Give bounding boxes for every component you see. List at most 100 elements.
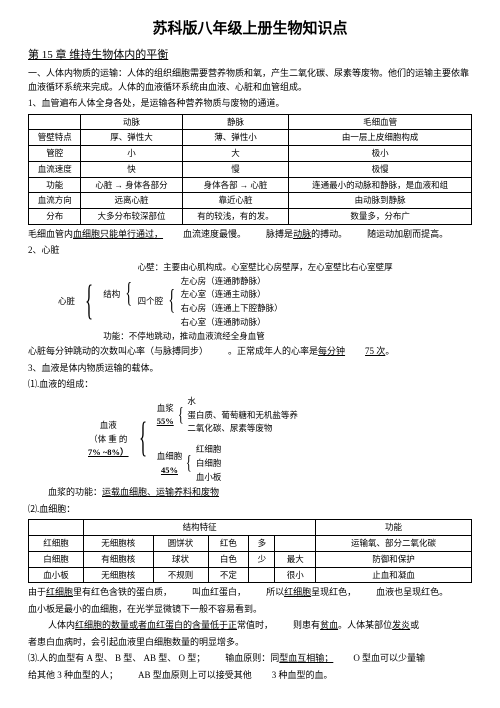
chapter-heading: 第 15 章 维持生物体内的平衡 [28,47,472,64]
cell: 远离心脏 [81,193,182,209]
cell: 由动脉到静脉 [289,193,472,209]
cell: 大多分布较深部位 [81,209,182,225]
blood-label: 血液 [100,419,117,432]
chamber: 左心房（连通肺静脉） [181,275,283,288]
vessel-table: 动脉 静脉 毛细血管 管壁特点 厚、弹性大 薄、弹性小 由一层上皮细胞构成 管腔… [28,114,472,225]
cell: 球状 [153,551,208,567]
plasma-pct: 55% [157,415,174,428]
capillary-note: 毛细血管内血细胞只能单行通过，血流速度最慢。脉搏是动脉的搏动。随运动加剧而提高。 [28,228,472,242]
chamber: 右心房（连通上下腔静脉） [181,302,283,315]
brace-icon: { [139,422,147,456]
brace-icon: { [169,290,176,312]
heart-rate: 心脏每分钟跳动的次数叫心率（与脉搏同步）。正常成年人的心率是每分钟75 次。 [28,345,472,359]
cell: 多 [249,536,275,552]
cell: 血流方向 [29,193,81,209]
cell-table: 结构特征 功能 红细胞 无细胞核 圆饼状 红色 多 运输氧、部分二氧化碳 白细胞… [28,519,472,583]
cell-item: 血小板 [196,471,222,484]
section-3-title: 3、血液是体内物质运输的载体。 [28,362,472,376]
cell: 连通最小的动脉和静脉，是血液和组 [289,177,472,193]
wbc-note: 者患白血病时，会引起血液里白细胞数量的明显增多。 [28,636,472,650]
cell: 止血和凝血 [316,567,472,583]
red-note: 由于红细胞里有红色含铁的蛋白质，叫血红蛋白，所以红细胞呈现红色，血液也呈现红色。 [28,586,472,600]
cell: 很小 [275,567,316,583]
cell: 血小板 [29,567,84,583]
cell: 圆饼状 [153,536,208,552]
cell: 白色 [208,551,249,567]
cell: 不定 [208,567,249,583]
cell [249,567,275,583]
intro-paragraph: 一、人体内物质的运输：人体的组织细胞需要营养物质和氧，产生二氧化碳、尿素等废物。… [28,67,472,94]
anemia-note: 人体内红细胞的数量或者血红蛋白的含量低于正常值时，则患有贫血。人体某部位发炎或 [48,619,472,633]
plasma-label: 血浆 [157,402,174,415]
page-title: 苏科版八年级上册生物知识点 [28,18,472,41]
blood-tree: 血液 （体 重 的 7% ~8%） { 血浆 55% { 水 蛋白质、葡萄糖和无… [88,395,472,484]
cell: 管腔 [29,146,81,162]
brace-icon: { [186,455,192,471]
cell: 极慢 [289,161,472,177]
pct-label: 7% ~8%） [88,446,129,459]
cell: 分布 [29,209,81,225]
heart-tree: 心脏 { 结构 { 心壁：主要由心肌构成。心室壁比心房壁厚，左心室壁比右心室壁厚… [58,261,472,343]
section-1-title: 1、血管遍布人体全身各处，是运输各种营养物质与废物的通道。 [28,97,472,111]
brace-icon: { [85,285,93,319]
struct-label: 结构 [103,288,120,301]
blood-type-note-2: 给其他 3 种血型的人；AB 型血原则上可以接受其他3 种血型的血。 [28,669,472,683]
cell: 快 [81,161,182,177]
chamber: 左心室（连通主动脉） [181,288,283,301]
cell: 最大 [275,551,316,567]
wall-text: 心壁：主要由心肌构成。心室壁比心房壁厚，左心室壁比右心室壁厚 [138,261,393,274]
cell: 身体各部 → 心脏 [182,177,289,193]
plasma-item: 二氧化碳、尿素等废物 [187,422,298,435]
blood-comp-title: ⑴.血液的组成： [28,378,472,392]
cell: 极小 [289,146,472,162]
plasma-func: 血浆的功能：运载血细胞、运输养料和废物 [48,486,472,500]
cell: 少 [249,551,275,567]
cell: 不规则 [153,567,208,583]
cell: 靠近心脏 [182,193,289,209]
cell: 血流速度 [29,161,81,177]
cell: 红色 [208,536,249,552]
cell: 防御和保护 [316,551,472,567]
platelet-note: 血小板是最小的血细胞，在光学显微镜下一般不容易看到。 [28,603,472,617]
section-3-2-title: ⑵.血细胞： [28,503,472,517]
cell: 数量多，分布广 [289,209,472,225]
brace-icon: { [126,283,133,305]
cell: 慢 [182,161,289,177]
cell: 大 [182,146,289,162]
cell: 由一层上皮细胞构成 [289,130,472,146]
cells-label: 血细胞 [157,450,183,463]
cell [275,536,316,552]
plasma-item: 蛋白质、葡萄糖和无机盐等养 [187,409,298,422]
cell: 管壁特点 [29,130,81,146]
four-label: 四个腔 [138,295,164,308]
cell: 运输氧、部分二氧化碳 [316,536,472,552]
th-structure: 结构特征 [84,520,316,536]
blood-type-note: ⑶.人的血型有 A 型、 B 型、 AB 型、 O 型；输血原则：同型血互相输；… [28,652,472,666]
cell: 有细胞核 [84,551,153,567]
cell: 小 [81,146,182,162]
weight-label: （体 重 的 [89,433,127,446]
cell: 薄、弹性小 [182,130,289,146]
cell: 红细胞 [29,536,84,552]
cell-item: 红细胞 [196,443,222,456]
cell: 有的较浅，有的发。 [182,209,289,225]
brace-icon: { [178,407,184,423]
th-func: 功能 [316,520,472,536]
heart-label: 心脏 [58,295,75,308]
cell: 无细胞核 [84,567,153,583]
cell: 厚、弹性大 [81,130,182,146]
cell: 功能 [29,177,81,193]
cell: 无细胞核 [84,536,153,552]
th-blank [29,114,81,130]
func-text: 功能：不停地跳动，推动血液流经全身血管 [103,330,392,343]
cell: 心脏 → 身体各部分 [81,177,182,193]
th-blank [29,520,84,536]
th-capillary: 毛细血管 [289,114,472,130]
cell: 白细胞 [29,551,84,567]
cell-item: 白细胞 [196,457,222,470]
th-vein: 静脉 [182,114,289,130]
th-artery: 动脉 [81,114,182,130]
chamber: 右心室（连通肺动脉） [181,316,283,329]
plasma-item: 水 [187,395,298,408]
section-2-title: 2、心脏 [28,244,472,258]
